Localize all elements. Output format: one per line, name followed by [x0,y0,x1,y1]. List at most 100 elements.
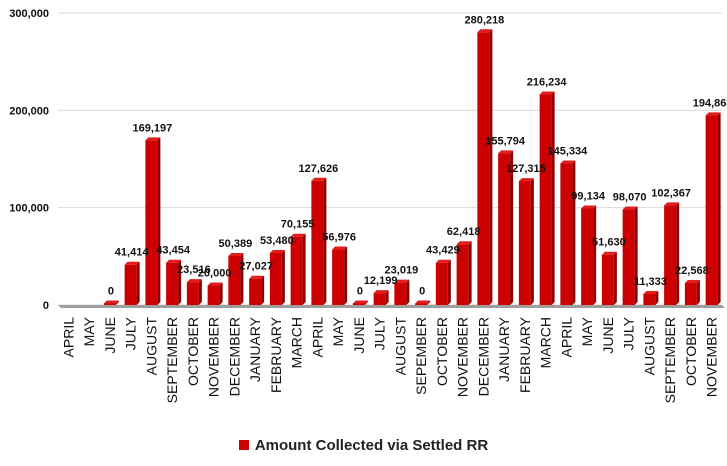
bar-side [676,202,680,305]
bar-top [705,112,721,116]
bar-top [601,251,617,255]
bar-top [456,241,472,245]
bar-top [269,249,285,253]
legend: Amount Collected via Settled RR [0,437,727,454]
x-tick-label: OCTOBER [683,317,699,386]
data-label: 216,234 [527,77,568,89]
y-tick-label: 100,000 [9,203,49,215]
bar [435,262,448,305]
data-label: 23,516 [177,264,211,276]
data-label: 23,019 [385,265,419,277]
bar [332,249,345,305]
x-tick-label: JULY [621,316,637,350]
bar [145,140,158,305]
bar-top [373,290,389,294]
data-label: 155,794 [485,135,526,147]
data-label: 99,134 [571,191,606,203]
x-tick-label: APRIL [309,317,325,358]
bar [103,303,116,305]
bar-top [518,178,534,182]
bar-top [124,261,140,265]
data-label: 41,414 [115,247,150,259]
x-tick-label: AUGUST [641,317,657,376]
bar-side [157,137,161,305]
bar-side [655,290,659,305]
bar-top [415,300,431,304]
bar-side [447,259,451,305]
x-tick-label: NOVEMBER [455,317,471,397]
bar-side [530,178,534,305]
x-tick-label: JANUARY [247,316,263,382]
bar [560,163,573,305]
bar-side [489,29,493,305]
x-tick-label: NOVEMBER [206,317,222,397]
data-label: 51,630 [592,237,626,249]
bar-side [344,246,348,305]
bar [622,209,635,305]
bar [352,303,365,305]
bar-top [581,205,597,209]
data-label: 127,626 [298,163,338,175]
bar-top [394,279,410,283]
x-tick-label: MAY [579,316,595,346]
x-tick-label: FEBRUARY [517,316,533,393]
bar-top [435,259,451,263]
bar-top [145,137,161,141]
x-tick-label: MARCH [538,317,554,368]
data-label: 43,454 [156,245,191,257]
bar [664,205,677,305]
x-tick-label: SEPEMBER [413,317,429,395]
data-label: 0 [357,286,363,298]
bar [684,283,697,305]
data-label: 127,315 [506,163,546,175]
bar [705,115,718,305]
y-tick-label: 200,000 [9,105,49,117]
bar [166,262,179,305]
bar-top [249,275,265,279]
x-tick-label: SEPTEMBER [662,317,678,403]
x-tick-label: OCTOBER [434,317,450,386]
data-label: 145,334 [547,146,588,158]
x-tick-label: JULY [123,316,139,350]
bar-side [198,279,202,305]
y-tick-label: 300,000 [9,8,49,20]
x-tick-label: APRIL [558,317,574,358]
bar-top [186,279,202,283]
bar-side [136,261,140,305]
bar-side [364,300,368,305]
data-label: 43,429 [426,245,460,257]
bar-top [477,29,493,33]
bar [373,293,386,305]
bar [477,32,490,305]
data-label: 70,155 [281,219,315,231]
bar [311,180,324,305]
bar-side [115,300,119,305]
data-label: 56,976 [322,232,356,244]
bar [207,285,220,305]
bar-side [593,205,597,305]
bar-top [539,91,555,95]
bar-top [311,177,327,181]
data-label: 194,863 [693,97,727,109]
x-tick-label: NOVEMBER [704,317,720,397]
x-tick-label: MARCH [289,317,305,368]
bar [228,255,241,305]
y-tick-label: 0 [43,300,49,312]
data-label: 102,367 [651,187,691,199]
bar [394,282,407,305]
bar-side [302,233,306,305]
x-tick-label: JULY [372,316,388,350]
bar-side [427,300,431,305]
x-tick-label: SEPTEMBER [164,317,180,403]
bar [269,252,282,305]
bar-side [613,251,617,305]
bar-side [261,275,265,305]
x-tick-label: MAY [330,316,346,346]
data-label: 20,000 [198,268,232,280]
bar-side [551,91,555,305]
bar-side [385,290,389,305]
legend-swatch [238,440,249,450]
data-label: 280,218 [464,14,504,26]
bar-side [468,241,472,305]
